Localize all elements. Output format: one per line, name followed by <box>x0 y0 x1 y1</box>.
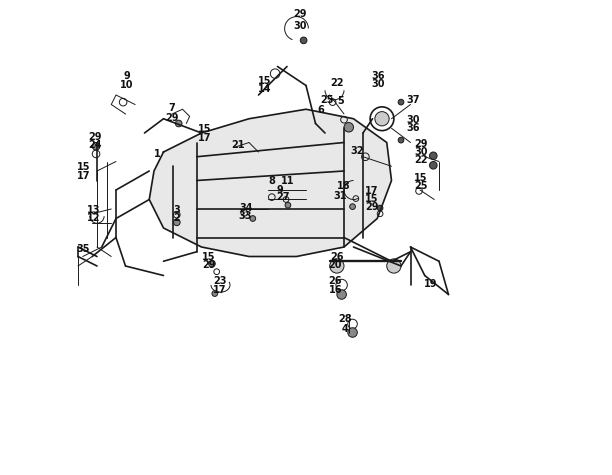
Text: 10: 10 <box>120 79 133 90</box>
Circle shape <box>398 137 404 143</box>
Text: 15: 15 <box>198 124 211 134</box>
Text: 25: 25 <box>414 181 428 191</box>
Circle shape <box>430 152 437 160</box>
Text: 9: 9 <box>123 71 130 81</box>
Text: 14: 14 <box>258 84 271 95</box>
Text: 2: 2 <box>173 212 180 223</box>
Circle shape <box>209 260 215 267</box>
Text: 11: 11 <box>281 176 295 187</box>
Text: 29: 29 <box>365 201 378 212</box>
Text: 1: 1 <box>154 149 161 160</box>
Circle shape <box>337 290 346 299</box>
Circle shape <box>300 37 307 44</box>
Text: 29: 29 <box>88 132 102 142</box>
Circle shape <box>285 202 291 208</box>
Circle shape <box>349 204 356 209</box>
Text: 22: 22 <box>414 155 428 165</box>
Text: 28: 28 <box>338 314 352 324</box>
Text: 29: 29 <box>202 260 215 270</box>
Text: 30: 30 <box>414 147 428 157</box>
Text: 17: 17 <box>198 133 211 143</box>
Text: 30: 30 <box>406 114 420 125</box>
Text: 15: 15 <box>414 173 428 183</box>
Text: 7: 7 <box>169 103 176 114</box>
Text: 32: 32 <box>351 146 364 156</box>
Circle shape <box>430 162 437 169</box>
Text: 5: 5 <box>337 95 343 106</box>
Text: 30: 30 <box>371 79 385 89</box>
Text: 30: 30 <box>294 21 307 31</box>
Text: 35: 35 <box>76 244 89 255</box>
Text: 17: 17 <box>77 171 91 181</box>
Text: 24: 24 <box>88 140 102 151</box>
Text: 16: 16 <box>329 285 342 295</box>
Circle shape <box>330 259 344 273</box>
Text: 15: 15 <box>365 193 378 204</box>
Text: 33: 33 <box>239 211 252 221</box>
Text: 36: 36 <box>406 123 420 133</box>
Text: 29: 29 <box>414 139 428 149</box>
Text: 4: 4 <box>341 323 348 334</box>
Circle shape <box>387 259 401 273</box>
Text: 26: 26 <box>329 276 342 286</box>
Circle shape <box>348 328 357 337</box>
Text: 21: 21 <box>231 140 244 150</box>
Polygon shape <box>149 109 392 256</box>
Text: 18: 18 <box>337 181 351 191</box>
Circle shape <box>344 123 354 132</box>
Text: 8: 8 <box>269 176 275 187</box>
Circle shape <box>92 142 100 150</box>
Circle shape <box>375 112 389 126</box>
Text: 25: 25 <box>321 95 334 105</box>
Circle shape <box>173 219 180 226</box>
Text: 36: 36 <box>371 71 385 81</box>
Text: 15: 15 <box>202 252 215 263</box>
Text: 23: 23 <box>213 276 226 286</box>
Text: 31: 31 <box>334 190 347 201</box>
Circle shape <box>250 216 256 221</box>
Text: 29: 29 <box>165 113 179 123</box>
Text: 37: 37 <box>406 95 420 105</box>
Text: 6: 6 <box>317 105 324 115</box>
Text: 22: 22 <box>330 78 343 88</box>
Text: 29: 29 <box>294 9 307 19</box>
Circle shape <box>377 205 383 211</box>
Text: 9: 9 <box>277 185 283 195</box>
Text: 17: 17 <box>213 285 226 295</box>
Text: 19: 19 <box>424 279 437 289</box>
Circle shape <box>398 99 404 105</box>
Text: 15: 15 <box>258 76 271 86</box>
Text: 20: 20 <box>329 260 342 270</box>
Text: 3: 3 <box>173 205 180 215</box>
Text: 12: 12 <box>86 212 100 223</box>
Text: 26: 26 <box>330 251 343 262</box>
Circle shape <box>212 291 218 296</box>
Circle shape <box>176 120 182 127</box>
Text: 17: 17 <box>365 186 378 196</box>
Text: 13: 13 <box>86 205 100 215</box>
Text: 15: 15 <box>77 162 91 172</box>
Text: 34: 34 <box>240 203 253 213</box>
Text: 27: 27 <box>277 192 290 202</box>
